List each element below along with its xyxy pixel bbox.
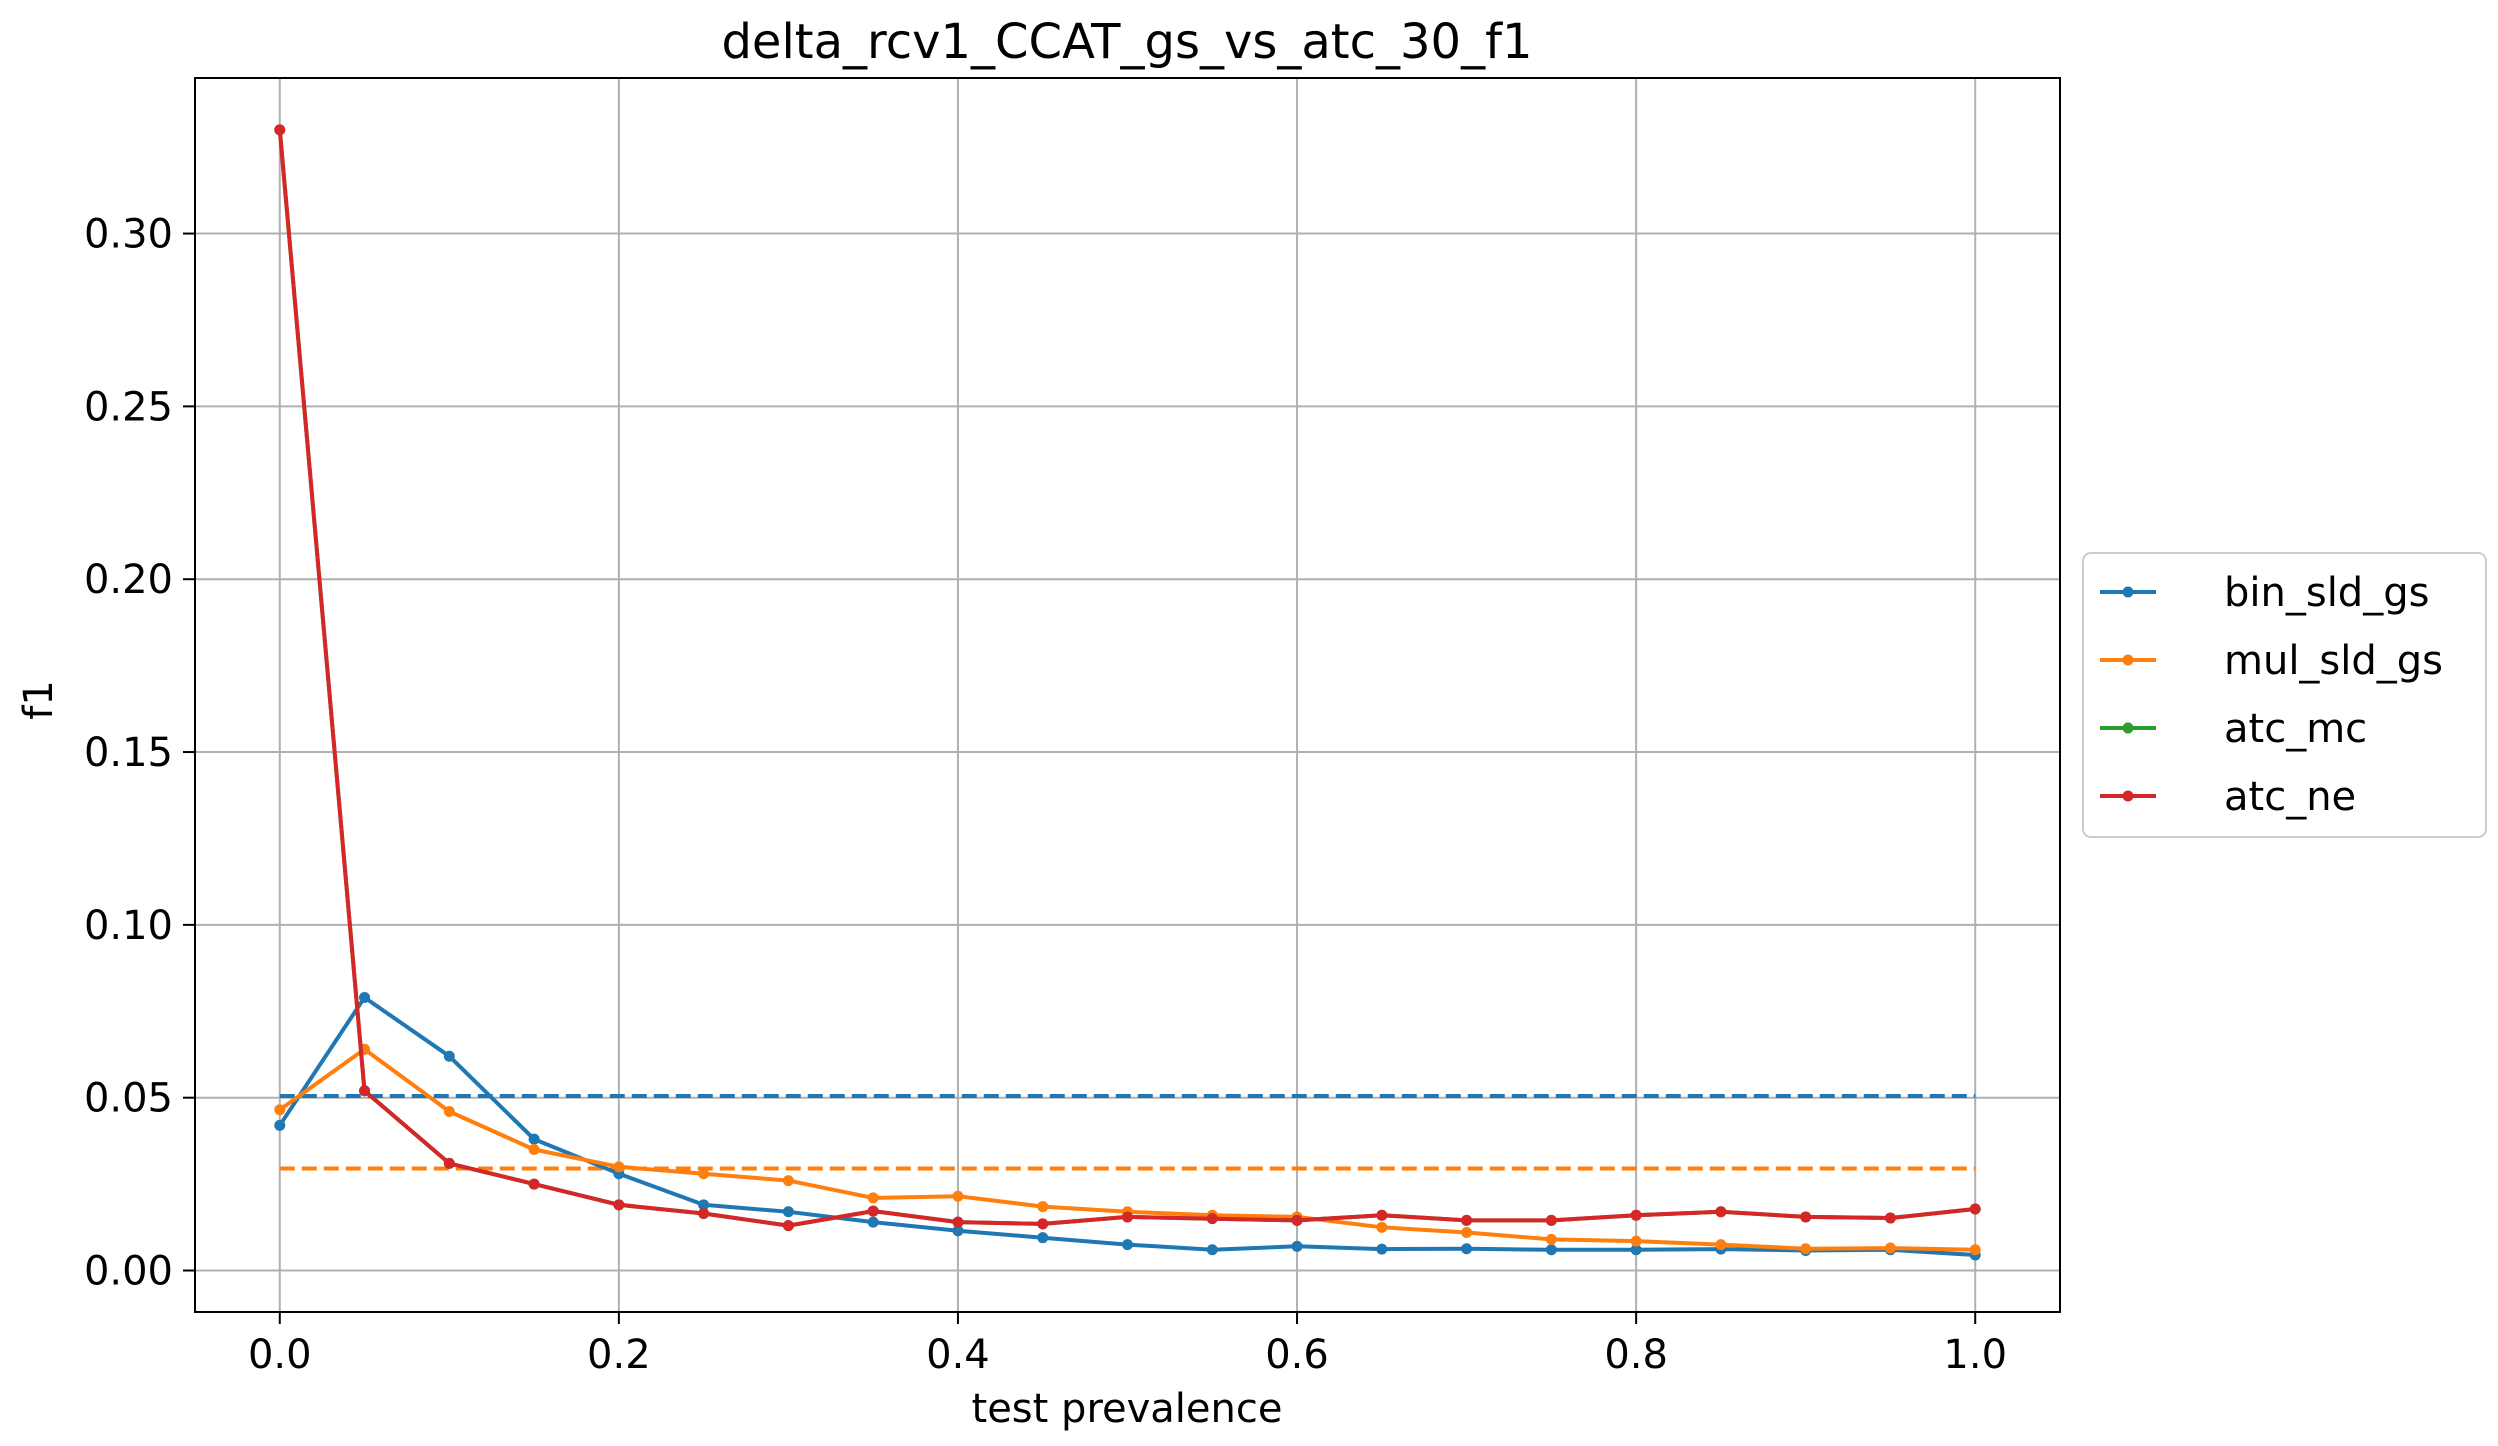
data-point [359, 991, 371, 1003]
legend-label: bin_sld_gs [2224, 570, 2429, 616]
data-point [274, 1119, 286, 1131]
series-lines [274, 124, 1981, 1261]
x-axis-label: test prevalence [972, 1386, 1283, 1432]
y-tick-label: 0.10 [84, 903, 173, 949]
series-line-atc_mc [277, 129, 1976, 1228]
data-point [782, 1175, 794, 1187]
data-point [1461, 1226, 1473, 1238]
data-point [359, 1085, 371, 1097]
data-point [1291, 1214, 1303, 1226]
data-point [1800, 1211, 1812, 1223]
data-point [1376, 1243, 1388, 1255]
data-point [867, 1216, 879, 1228]
data-point [1884, 1212, 1896, 1224]
series-atc_mc [274, 124, 1981, 1232]
data-point [1969, 1203, 1981, 1215]
data-point [528, 1178, 540, 1190]
y-tick-label: 0.20 [84, 557, 173, 603]
series-line-atc_ne [277, 129, 1976, 1228]
legend-label: atc_ne [2224, 774, 2356, 820]
x-tick-label: 0.8 [1604, 1332, 1668, 1378]
data-point [952, 1190, 964, 1202]
data-point [1630, 1235, 1642, 1247]
data-point [1715, 1239, 1727, 1251]
legend-marker [2122, 654, 2134, 666]
data-point [274, 124, 286, 136]
data-point [1037, 1232, 1049, 1244]
legend-marker [2122, 790, 2134, 802]
data-point [1630, 1244, 1642, 1256]
legend-item-atc_ne: atc_ne [2100, 774, 2356, 820]
mean-reference-lines [279, 1093, 1976, 1171]
legend-label: mul_sld_gs [2224, 638, 2443, 684]
data-point [528, 1144, 540, 1156]
legend-label: atc_mc [2224, 706, 2367, 752]
data-point [1884, 1242, 1896, 1254]
legend: bin_sld_gs mul_sld_gs atc_mc atc_ne [2082, 552, 2487, 838]
data-point [867, 1205, 879, 1217]
data-point [613, 1199, 625, 1211]
data-point [274, 1104, 286, 1116]
data-point [1461, 1214, 1473, 1226]
legend-marker [2122, 586, 2134, 598]
legend-item-atc_mc: atc_mc [2100, 706, 2367, 752]
x-axis-ticks: 0.0 0.2 0.4 0.6 0.8 1.0 [248, 1312, 2007, 1378]
data-point [1969, 1244, 1981, 1256]
x-tick-label: 0.0 [248, 1332, 312, 1378]
x-tick-label: 1.0 [1943, 1332, 2007, 1378]
data-point [1122, 1239, 1133, 1251]
data-point [698, 1207, 710, 1219]
chart-title: delta_rcv1_CCAT_gs_vs_atc_30_f1 [721, 14, 1532, 70]
data-point [952, 1225, 964, 1237]
y-axis-ticks: 0.00 0.05 0.10 0.15 0.20 0.25 0.30 [84, 212, 195, 1295]
legend-box [2082, 552, 2487, 838]
data-point [1122, 1211, 1133, 1223]
x-tick-label: 0.4 [926, 1332, 990, 1378]
y-tick-label: 0.30 [84, 212, 173, 258]
series-atc_ne [274, 124, 1981, 1232]
data-point [1545, 1214, 1557, 1226]
y-axis-label: f1 [16, 680, 62, 720]
data-point [528, 1133, 540, 1145]
legend-marker [2122, 722, 2134, 734]
data-point [1376, 1221, 1388, 1233]
grid [195, 78, 2060, 1312]
data-point [782, 1220, 794, 1232]
data-point [1545, 1244, 1557, 1256]
data-point [443, 1106, 455, 1118]
y-tick-label: 0.15 [84, 730, 173, 776]
y-tick-label: 0.00 [84, 1249, 173, 1295]
y-tick-label: 0.05 [84, 1076, 173, 1122]
data-point [698, 1168, 710, 1180]
x-tick-label: 0.6 [1265, 1332, 1329, 1378]
series-mul_sld_gs [274, 1043, 1981, 1256]
data-point [1037, 1201, 1049, 1213]
data-point [613, 1161, 625, 1173]
data-point [1545, 1233, 1557, 1245]
data-point [782, 1206, 794, 1218]
data-point [1800, 1243, 1812, 1255]
data-point [1291, 1240, 1303, 1252]
data-point [1376, 1209, 1388, 1221]
legend-item-mul_sld_gs: mul_sld_gs [2100, 638, 2443, 684]
data-point [1715, 1206, 1727, 1218]
data-point [443, 1157, 455, 1169]
plot-frame [194, 77, 2061, 1313]
data-point [867, 1192, 879, 1204]
y-tick-label: 0.25 [84, 384, 173, 430]
data-point [1630, 1209, 1642, 1221]
data-point [443, 1050, 455, 1062]
data-point [952, 1216, 964, 1228]
x-tick-label: 0.2 [587, 1332, 651, 1378]
data-point [1206, 1244, 1218, 1256]
data-point [1206, 1213, 1218, 1225]
data-point [1037, 1218, 1049, 1230]
legend-item-bin_sld_gs: bin_sld_gs [2100, 570, 2429, 616]
data-point [698, 1199, 710, 1211]
data-point [1461, 1243, 1473, 1255]
